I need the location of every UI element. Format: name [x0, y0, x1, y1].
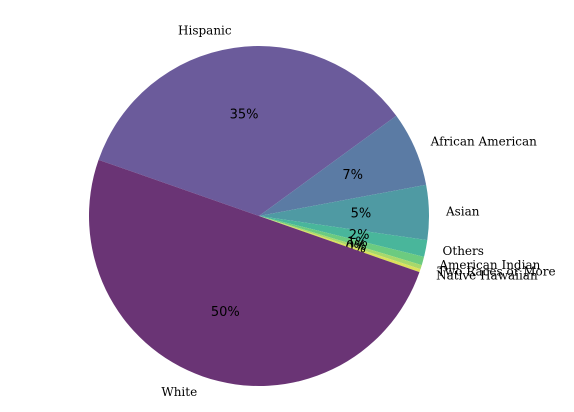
- pie-slice: [89, 159, 420, 386]
- percent-label: 5%: [351, 206, 372, 221]
- category-label: Hispanic: [178, 24, 232, 38]
- category-label: White: [161, 385, 197, 399]
- pie-slice: [259, 115, 427, 216]
- percent-label: 7%: [342, 168, 363, 183]
- pie-slice: [259, 216, 425, 266]
- category-label: Asian: [445, 205, 480, 219]
- pie-slice: [259, 216, 422, 270]
- category-label: African American: [430, 134, 537, 148]
- pie-slice: [259, 216, 428, 257]
- pie-slice: [259, 216, 421, 273]
- category-label: Native Hawaiian: [436, 269, 538, 283]
- category-label: Others: [443, 244, 484, 258]
- percent-label: 35%: [230, 108, 259, 123]
- pie-slice: [259, 184, 429, 241]
- pie-slice: [98, 46, 397, 217]
- category-label: Two Races or More: [437, 265, 555, 279]
- category-label: American Indian: [438, 258, 540, 272]
- percent-label: 50%: [211, 305, 240, 320]
- percent-label: 2%: [349, 228, 370, 243]
